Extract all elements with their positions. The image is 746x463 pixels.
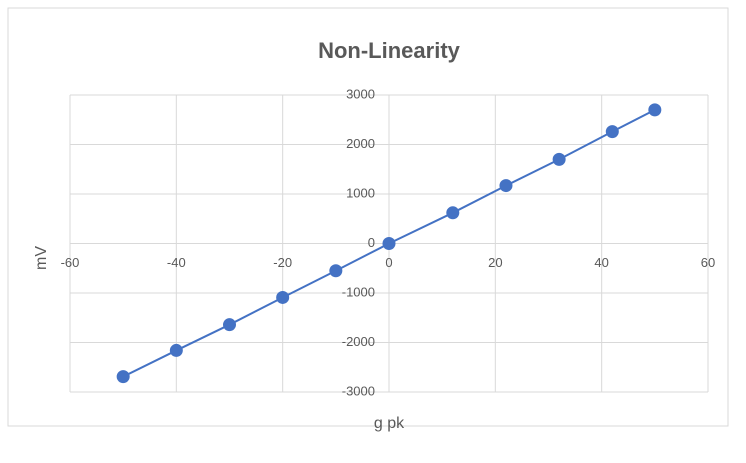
chart-title: Non-Linearity: [318, 38, 461, 63]
x-axis-label: g pk: [374, 415, 405, 432]
point: [276, 290, 290, 304]
y-tick-label: 3000: [346, 86, 375, 101]
x-tick-label: 20: [488, 255, 502, 270]
x-tick-label: 60: [701, 255, 715, 270]
point: [169, 343, 183, 357]
y-axis-label: mV: [33, 246, 50, 270]
x-tick-label: 0: [385, 255, 392, 270]
point: [605, 125, 619, 139]
y-tick-label: 1000: [346, 185, 375, 200]
y-tick-label: -1000: [342, 284, 375, 299]
y-tick-label: 2000: [346, 136, 375, 151]
x-tick-label: 40: [594, 255, 608, 270]
point: [223, 318, 236, 332]
point: [648, 103, 662, 117]
y-tick-label: 0: [368, 235, 375, 250]
x-tick-label: -20: [273, 255, 292, 270]
point: [116, 370, 130, 384]
point: [552, 152, 566, 166]
point: [329, 264, 343, 278]
x-tick-label: -60: [61, 255, 80, 270]
x-tick-label: -40: [167, 255, 186, 270]
chart-frame: [7, 7, 729, 427]
point: [499, 179, 513, 193]
y-tick-label: -2000: [342, 334, 375, 349]
point: [446, 206, 460, 220]
y-tick-label: -3000: [342, 383, 375, 398]
point: [382, 237, 396, 250]
